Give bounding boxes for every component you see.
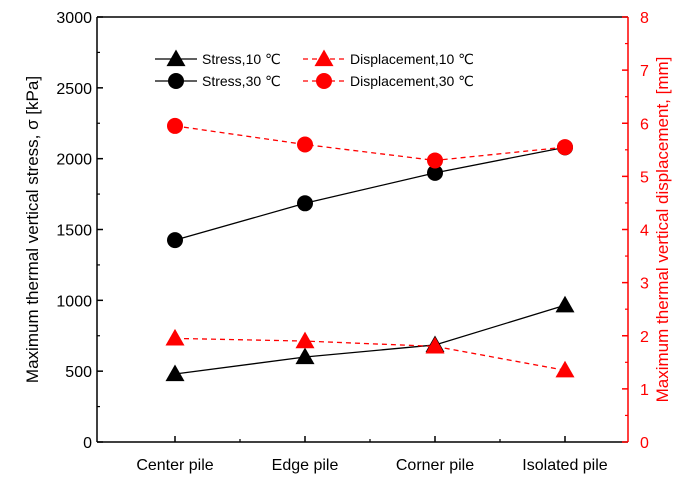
data-point-circle (167, 117, 183, 134)
left-tick-label: 3000 (56, 10, 92, 27)
data-point-circle (297, 136, 313, 153)
right-tick-label: 2 (640, 329, 649, 346)
right-tick-label: 6 (640, 116, 649, 133)
data-point-triangle (295, 331, 315, 349)
legend-marker (316, 73, 332, 89)
left-tick-label: 0 (83, 435, 92, 452)
series-line (174, 125, 566, 162)
data-point-triangle (555, 360, 575, 378)
legend-marker (314, 49, 334, 67)
right-tick-label: 1 (640, 382, 649, 399)
right-tick-label: 7 (640, 63, 649, 80)
data-point-triangle (165, 364, 185, 382)
data-point-triangle (555, 295, 575, 313)
series-line (174, 146, 566, 241)
data-point-circle (297, 195, 313, 212)
series-line (174, 337, 566, 371)
right-tick-label: 3 (640, 276, 649, 293)
data-point-triangle (295, 347, 315, 365)
legend-marker (168, 73, 184, 89)
plot-frame (97, 16, 628, 443)
data-point-circle (427, 152, 443, 169)
series (165, 295, 575, 382)
series (167, 117, 573, 169)
left-axis: 0 500 1000 1500 2000 2500 3000 Maximum thermal … (23, 10, 103, 452)
series-line (174, 304, 566, 375)
legend-item: Displacement,10 ℃ (303, 49, 474, 67)
series (167, 139, 573, 249)
left-tick-label: 2500 (56, 81, 92, 98)
left-tick-label: 1500 (56, 223, 92, 240)
data-point-triangle (425, 336, 445, 354)
x-tick-label: Edge pile (272, 457, 339, 474)
legend-label: Stress,10 ℃ (202, 51, 281, 67)
data-point-circle (557, 139, 573, 156)
legend: Stress,10 ℃ Displacement,10 ℃ Stress,30 ℃ D… (155, 49, 474, 89)
legend-label: Stress,30 ℃ (202, 73, 281, 89)
left-tick-label: 500 (65, 364, 92, 381)
left-tick-label: 1000 (56, 293, 92, 310)
data-point-circle (167, 232, 183, 249)
x-tick-label: Center pile (136, 457, 213, 474)
legend-label: Displacement,30 ℃ (350, 73, 474, 89)
legend-label: Displacement,10 ℃ (350, 51, 474, 67)
series (165, 328, 575, 378)
x-tick-label: Isolated pile (522, 457, 607, 474)
legend-item: Displacement,30 ℃ (303, 73, 474, 89)
right-tick-label: 8 (640, 10, 649, 27)
data-point-triangle (165, 328, 185, 346)
x-tick-label: Corner pile (396, 457, 474, 474)
left-tick-label: 2000 (56, 152, 92, 169)
right-axis: 0 1 2 3 4 5 6 7 8 Maximum thermal vertical displa… (622, 10, 672, 452)
series-layer (165, 117, 575, 382)
legend-item: Stress,30 ℃ (155, 73, 281, 89)
data-point-circle (427, 164, 443, 181)
x-axis: Center pile Edge pile Corner pile Isolated … (136, 436, 608, 474)
legend-marker (166, 49, 186, 67)
right-tick-label: 0 (640, 435, 649, 452)
right-tick-label: 5 (640, 169, 649, 186)
left-axis-title: Maximum thermal vertical stress, σ [kPa] (23, 76, 42, 383)
right-tick-label: 4 (640, 223, 649, 240)
right-axis-title: Maximum thermal vertical displacement, [… (653, 57, 672, 403)
legend-item: Stress,10 ℃ (155, 49, 281, 67)
